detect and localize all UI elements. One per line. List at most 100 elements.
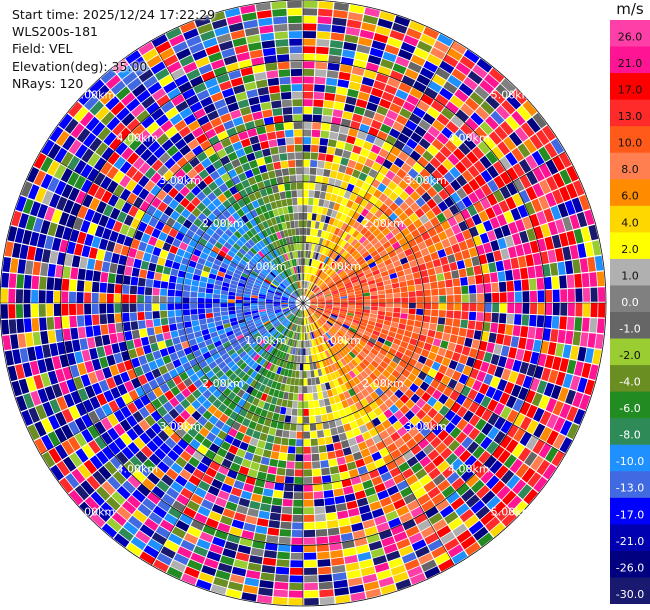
velocity-gate [125, 165, 138, 179]
velocity-gate [74, 106, 89, 122]
velocity-gate [276, 350, 282, 358]
velocity-gate [454, 382, 465, 393]
velocity-gate [519, 401, 531, 416]
velocity-gate [364, 242, 373, 251]
velocity-gate [269, 92, 281, 101]
colorbar-tick-label: -21.0 [616, 535, 644, 548]
velocity-gate [410, 132, 423, 144]
velocity-gate [180, 487, 194, 500]
velocity-gate [436, 382, 447, 393]
velocity-gate [330, 32, 345, 41]
velocity-gate [292, 362, 297, 370]
colorbar-tick-label: 1.0 [621, 269, 639, 282]
velocity-gate [552, 433, 566, 450]
velocity-gate [343, 252, 351, 260]
velocity-gate [99, 314, 108, 325]
velocity-gate [308, 182, 316, 190]
velocity-gate [111, 253, 120, 264]
velocity-gate [19, 244, 29, 260]
velocity-gate [395, 114, 408, 126]
velocity-gate [324, 248, 330, 256]
velocity-gate [126, 542, 143, 557]
velocity-gate [276, 312, 283, 317]
velocity-gate [49, 399, 61, 414]
velocity-gate [364, 581, 380, 591]
velocity-gate [80, 480, 95, 496]
velocity-gate [373, 273, 382, 280]
velocity-gate [333, 299, 341, 302]
velocity-gate [340, 416, 349, 425]
velocity-gate [403, 35, 419, 47]
velocity-gate [294, 309, 299, 316]
velocity-gate [393, 571, 409, 583]
velocity-gate [289, 339, 294, 347]
velocity-gate [246, 319, 254, 325]
velocity-gate [459, 55, 476, 70]
velocity-gate [251, 270, 259, 277]
velocity-gate [373, 344, 382, 352]
velocity-gate [573, 228, 584, 244]
velocity-gate [180, 174, 191, 186]
velocity-gate [346, 183, 355, 193]
velocity-gate [499, 171, 512, 185]
velocity-gate [322, 286, 329, 292]
velocity-gate [552, 155, 565, 172]
velocity-gate [296, 363, 300, 371]
velocity-gate [414, 278, 422, 285]
velocity-gate [314, 252, 319, 260]
velocity-gate [205, 308, 213, 314]
velocity-gate [384, 258, 393, 266]
velocity-gate [118, 341, 128, 352]
velocity-gate [485, 475, 500, 490]
velocity-gate [198, 384, 208, 394]
velocity-gate [333, 227, 341, 236]
velocity-gate [266, 219, 273, 227]
velocity-gate [332, 109, 343, 118]
velocity-gate [297, 281, 300, 289]
velocity-gate [370, 265, 379, 272]
velocity-gate [33, 374, 44, 390]
velocity-gate [289, 285, 294, 292]
velocity-gate [315, 278, 321, 285]
velocity-gate [183, 506, 197, 519]
velocity-gate [367, 151, 378, 161]
velocity-gate [4, 241, 14, 257]
velocity-gate [221, 315, 229, 321]
velocity-gate [473, 526, 489, 541]
velocity-gate [144, 295, 152, 303]
velocity-gate [351, 278, 359, 284]
velocity-gate [330, 372, 337, 380]
velocity-gate [333, 276, 341, 283]
colorbar-tick-label: -8.0 [619, 429, 640, 442]
velocity-gate [299, 363, 303, 371]
velocity-gate [296, 424, 303, 431]
velocity-gate [360, 370, 369, 379]
velocity-gate [245, 284, 253, 290]
velocity-gate [251, 200, 260, 209]
velocity-gate [317, 551, 330, 560]
velocity-gate [266, 434, 275, 443]
velocity-gate [284, 415, 292, 423]
velocity-gate [105, 96, 120, 111]
velocity-gate [187, 138, 200, 150]
velocity-gate [179, 334, 188, 343]
velocity-gate [160, 281, 169, 289]
velocity-gate [164, 513, 178, 526]
velocity-gate [163, 401, 174, 413]
velocity-gate [440, 505, 454, 518]
velocity-gate [153, 559, 169, 573]
velocity-gate [252, 454, 262, 464]
velocity-gate [147, 492, 161, 505]
velocity-gate [381, 176, 392, 187]
velocity-gate [243, 401, 252, 411]
velocity-gate [421, 499, 435, 512]
velocity-gate [420, 203, 431, 214]
velocity-gate [171, 94, 185, 107]
velocity-gate [375, 340, 384, 348]
velocity-gate [463, 137, 477, 151]
velocity-gate [324, 276, 331, 283]
velocity-gate [348, 577, 363, 587]
velocity-gate [191, 399, 202, 410]
velocity-gate [30, 201, 41, 217]
velocity-gate [354, 287, 362, 292]
